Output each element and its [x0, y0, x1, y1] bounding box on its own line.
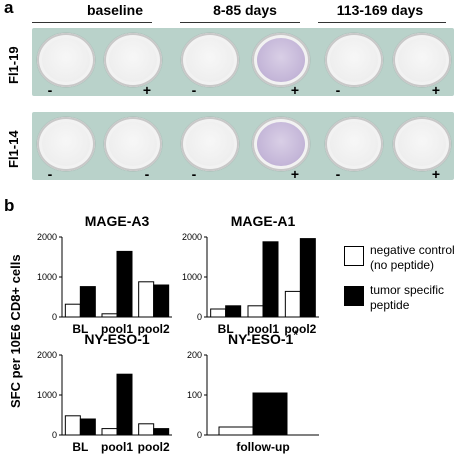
y-tick-label: 2000: [37, 350, 57, 360]
elispot-well: [393, 33, 451, 87]
time-group-113-169: 113-169 days: [336, 2, 424, 18]
well-sign: -: [144, 166, 150, 182]
elispot-well: [325, 33, 383, 87]
y-tick-label: 2000: [182, 232, 202, 242]
well-sign: -: [191, 166, 197, 182]
elispot-well: [37, 117, 95, 171]
panel-a-letter: a: [4, 0, 14, 17]
y-tick-label: 0: [52, 430, 57, 440]
legend-swatch-negative: [344, 246, 364, 266]
chart-title: MAGE-A3: [85, 213, 150, 229]
y-tick-label: 100: [187, 390, 202, 400]
category-label: BL: [72, 322, 88, 336]
category-label: pool2: [138, 322, 170, 336]
bar-tumor-peptide: [299, 238, 316, 318]
elispot-well: [37, 33, 95, 87]
bar-tumor-peptide: [116, 250, 133, 318]
chart-title-superscript: *: [293, 328, 298, 342]
bar-negative-control: [247, 305, 264, 318]
chart-title: NY-ESO-1*: [228, 328, 298, 347]
y-tick-label: 0: [197, 430, 202, 440]
bar-negative-control: [101, 313, 118, 318]
time-group-baseline: baseline: [86, 2, 144, 18]
y-tick-label: 0: [52, 312, 57, 322]
elispot-well: [252, 33, 310, 87]
bar-tumor-peptide: [262, 241, 279, 318]
category-label: follow-up: [236, 440, 289, 454]
bracket-113-169: [318, 22, 446, 23]
bar-tumor-peptide: [79, 418, 96, 436]
bar-negative-control: [138, 423, 155, 436]
bar-negative-control: [138, 281, 155, 318]
well-sign: +: [142, 82, 152, 98]
well-sign: +: [290, 82, 300, 98]
time-group-8-85: 8-85 days: [213, 2, 277, 18]
y-tick-label: 2000: [37, 232, 57, 242]
bar-negative-control: [218, 426, 254, 436]
category-label: pool2: [284, 322, 316, 336]
y-tick-label: 0: [197, 312, 202, 322]
y-tick-label: 1000: [37, 390, 57, 400]
bar-tumor-peptide: [153, 428, 170, 436]
bar-negative-control: [101, 428, 118, 436]
well-sign: +: [290, 166, 300, 182]
bar-tumor-peptide: [79, 286, 96, 318]
category-label: BL: [72, 440, 88, 454]
bar-tumor-peptide: [153, 284, 170, 318]
legend-swatch-positive: [344, 286, 364, 306]
bar-tumor-peptide: [225, 305, 242, 318]
legend-label-negative: negative control (no peptide): [370, 243, 455, 272]
well-sign: -: [335, 82, 341, 98]
y-tick-label: 1000: [37, 272, 57, 282]
category-label: pool2: [138, 440, 170, 454]
bar-tumor-peptide: [252, 392, 288, 436]
bar-negative-control: [210, 308, 227, 318]
elispot-well: [393, 117, 451, 171]
plate-strip: [32, 112, 454, 180]
bar-negative-control: [284, 290, 301, 318]
category-label: BL: [218, 322, 234, 336]
well-sign: -: [47, 82, 53, 98]
well-sign: -: [47, 166, 53, 182]
well-sign: -: [335, 166, 341, 182]
panel-b-letter: b: [4, 196, 15, 215]
bar-negative-control: [64, 303, 81, 318]
elispot-well: [181, 117, 239, 171]
category-label: pool1: [247, 322, 279, 336]
bar-negative-control: [64, 415, 81, 436]
elispot-well: [181, 33, 239, 87]
elispot-well: [104, 33, 162, 87]
category-label: pool1: [101, 322, 133, 336]
category-label: pool1: [101, 440, 133, 454]
plate-strip: [32, 28, 454, 96]
bracket-baseline: [32, 22, 152, 23]
elispot-well: [252, 117, 310, 171]
chart-title: NY-ESO-1: [84, 331, 150, 347]
y-tick-label: 200: [187, 350, 202, 360]
well-sign: +: [431, 166, 441, 182]
well-sign: -: [191, 82, 197, 98]
legend-label-positive: tumor specific peptide: [370, 283, 445, 312]
elispot-well: [104, 117, 162, 171]
y-tick-label: 1000: [182, 272, 202, 282]
well-sign: +: [431, 82, 441, 98]
chart-title: MAGE-A1: [231, 213, 296, 229]
bracket-8-85: [180, 22, 300, 23]
bar-tumor-peptide: [116, 373, 133, 436]
elispot-well: [325, 117, 383, 171]
